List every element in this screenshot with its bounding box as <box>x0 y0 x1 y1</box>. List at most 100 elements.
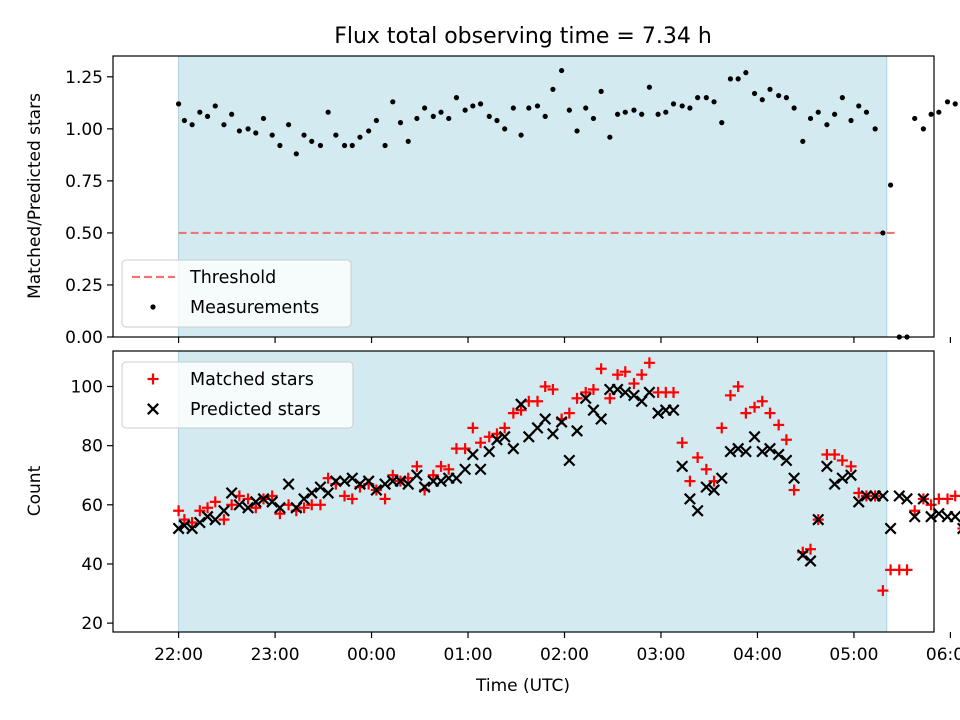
measurement-point <box>542 113 548 119</box>
matched-star-marker <box>314 499 326 511</box>
predicted-star-marker <box>522 430 535 443</box>
predicted-star-marker <box>820 460 833 473</box>
predicted-star-marker <box>209 513 222 526</box>
predicted-star-marker <box>860 489 873 502</box>
matched-star-marker <box>716 422 728 434</box>
predicted-star-marker <box>715 472 728 485</box>
legend-predicted-swatch <box>147 403 159 415</box>
predicted-star-marker <box>732 442 745 455</box>
bottom-ytick-label: 40 <box>81 555 103 575</box>
measurement-point <box>824 122 830 128</box>
matched-star-marker <box>507 407 519 419</box>
predicted-star-marker <box>507 442 520 455</box>
measurement-point <box>583 105 589 111</box>
predicted-star-marker <box>932 507 945 520</box>
measurement-point <box>349 142 355 149</box>
measurement-point <box>462 107 468 113</box>
measurement-point <box>422 105 428 111</box>
predicted-star-marker <box>257 492 270 505</box>
x-axis-label: Time (UTC) <box>475 676 570 696</box>
measurement-point <box>800 138 806 144</box>
predicted-star-marker <box>884 522 897 535</box>
predicted-star-marker <box>498 430 511 443</box>
measurement-point <box>534 103 541 109</box>
predicted-star-marker <box>346 472 359 485</box>
measurement-point <box>397 120 404 126</box>
measurement-point <box>430 113 436 119</box>
measurement-point <box>236 128 242 134</box>
predicted-star-marker <box>466 448 479 461</box>
measurement-point <box>510 105 516 111</box>
predicted-star-marker <box>186 522 199 535</box>
measurement-point <box>301 132 307 138</box>
matched-star-marker <box>173 505 185 517</box>
predicted-star-marker <box>611 383 624 396</box>
measurement-point <box>655 111 661 117</box>
measurement-point <box>204 113 211 119</box>
measurement-point <box>590 115 597 122</box>
matched-star-marker <box>266 490 278 502</box>
measurement-point <box>518 132 524 138</box>
matched-star-marker <box>250 502 262 514</box>
matched-star-marker <box>604 392 616 404</box>
predicted-star-marker <box>353 478 366 491</box>
predicted-star-marker <box>908 510 921 523</box>
matched-star-marker <box>636 369 648 381</box>
measurement-point <box>711 99 717 105</box>
bottom-ytick-label: 100 <box>71 377 103 397</box>
bottom-axes-frame <box>112 350 935 633</box>
matched-star-marker <box>218 514 230 526</box>
measurement-point <box>848 117 854 124</box>
matched-star-marker <box>788 484 800 496</box>
measurement-point <box>559 67 565 74</box>
matched-star-marker <box>387 469 399 481</box>
bottom-legend: Matched stars Predicted stars <box>121 361 354 429</box>
measurement-point <box>727 76 734 82</box>
predicted-star-marker <box>418 481 431 494</box>
predicted-star-marker <box>571 424 584 437</box>
legend-predicted-marker <box>147 403 159 415</box>
measurement-point <box>863 109 870 115</box>
matched-star-marker <box>467 422 479 434</box>
matched-star-marker <box>901 564 913 576</box>
measurement-point <box>695 95 701 101</box>
matched-star-marker <box>435 460 447 472</box>
predicted-star-marker <box>756 445 769 458</box>
matched-star-marker <box>547 383 559 395</box>
top-ytick-label: 0.75 <box>65 172 103 192</box>
measurement-point <box>614 111 621 117</box>
measurement-point <box>293 151 299 157</box>
matched-star-marker <box>194 505 206 517</box>
predicted-star-marker <box>956 522 960 535</box>
xtick-label: 02:00 <box>540 645 589 665</box>
measurement-point <box>277 142 283 149</box>
xtick-label: 04:00 <box>733 645 782 665</box>
matched-star-marker <box>740 407 752 419</box>
matched-star-marker <box>499 422 511 434</box>
matched-star-marker <box>515 404 527 416</box>
matched-star-marker <box>845 460 857 472</box>
predicted-star-marker <box>450 472 463 485</box>
matched-star-marker <box>580 386 592 398</box>
measurement-point <box>453 95 460 101</box>
matched-star-marker <box>209 496 221 508</box>
measurement-point <box>928 111 934 117</box>
measurement-point <box>366 128 372 134</box>
bottom-ytick-label: 20 <box>81 614 103 634</box>
predicted-star-marker <box>459 463 472 476</box>
xtick-label: 06:00 <box>926 645 960 665</box>
matched-star-marker <box>957 527 960 530</box>
predicted-star-marker <box>282 478 295 491</box>
predicted-star-marker <box>643 386 656 399</box>
predicted-star-marker <box>249 495 262 508</box>
matched-star-marker <box>668 386 680 398</box>
predicted-star-marker <box>322 487 335 499</box>
measurement-point <box>229 111 235 117</box>
predicted-star-marker <box>700 481 713 494</box>
measurement-point <box>494 117 500 124</box>
bottom-y-axis-label: Count <box>25 465 45 516</box>
legend-matched-swatch <box>147 373 159 385</box>
measurement-point <box>952 101 958 107</box>
top-chart-title: Flux total observing time = 7.34 h <box>334 24 712 49</box>
matched-star-marker <box>571 392 583 404</box>
